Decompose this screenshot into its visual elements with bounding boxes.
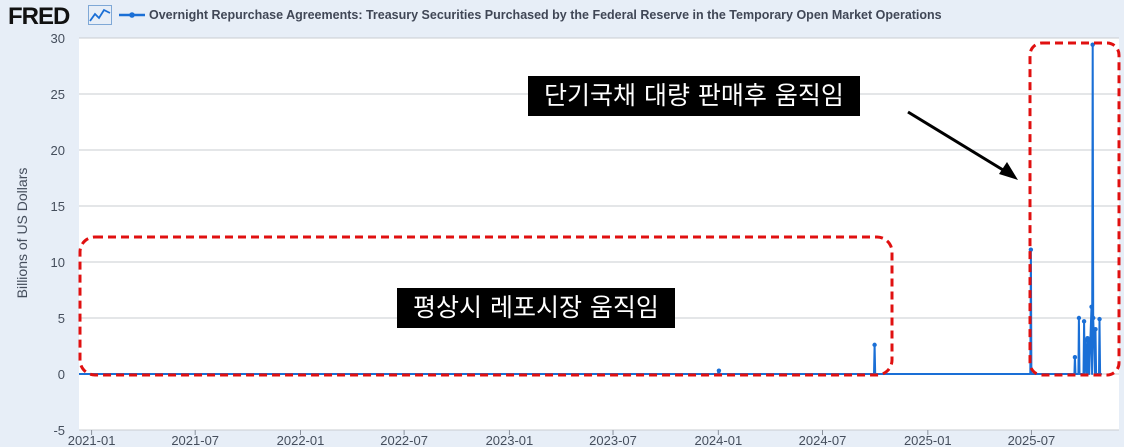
y-tick-label: -5 [53, 423, 65, 438]
y-axis-ticks: -5 0 5 10 15 20 25 30 [51, 31, 65, 438]
x-tick-label: 2021-01 [68, 433, 116, 447]
data-point [1028, 247, 1034, 252]
data-point [872, 342, 877, 348]
x-tick-label: 2025-01 [904, 433, 952, 447]
arrow-head [999, 162, 1018, 180]
series-title: Overnight Repurchase Agreements: Treasur… [149, 8, 942, 22]
recent-period-box [1028, 41, 1121, 377]
annotation-arrow [907, 110, 1009, 175]
line-chart-icon [88, 5, 112, 25]
annotations [78, 41, 1121, 377]
data-point [1086, 338, 1091, 343]
y-tick-label: 5 [58, 311, 65, 326]
x-tick-label: 2025-07 [1008, 433, 1056, 447]
y-tick-label: 15 [51, 199, 65, 214]
normal-period-box [78, 235, 894, 377]
data-point [716, 368, 722, 373]
y-tick-label: 10 [51, 255, 65, 270]
data-point [1091, 315, 1096, 321]
x-tick-label: 2024-07 [799, 433, 847, 447]
x-tick-label: 2023-01 [486, 433, 534, 447]
normal-movement-label: 평상시 레포시장 움직임 [397, 288, 675, 328]
x-axis-ticks: 2021-01 2021-07 2022-01 2022-07 2023-01 2023-… [68, 430, 1056, 447]
x-tick-label: 2021-07 [171, 433, 219, 447]
x-tick-label: 2023-07 [589, 433, 637, 447]
chart-header: FRED Overnight Repurchase Agreements: Tr… [0, 0, 1124, 32]
data-point [1089, 304, 1094, 309]
data-point [1090, 42, 1095, 47]
legend-series-marker [119, 12, 145, 18]
x-tick-label: 2022-01 [277, 433, 325, 447]
fred-logo[interactable]: FRED [8, 3, 70, 30]
data-point [1097, 316, 1102, 322]
data-point [1072, 355, 1078, 360]
data-point [1081, 319, 1087, 324]
recent-movement-label: 단기국채 대량 판매후 움직임 [528, 76, 860, 116]
y-tick-label: 0 [58, 367, 65, 382]
y-axis-label: Billions of US Dollars [14, 168, 30, 299]
data-point [1093, 327, 1098, 332]
y-tick-label: 20 [51, 143, 65, 158]
x-tick-label: 2024-01 [694, 433, 742, 447]
y-tick-label: 30 [51, 31, 65, 46]
data-point [1076, 315, 1082, 321]
y-tick-label: 25 [51, 87, 65, 102]
x-tick-label: 2022-07 [380, 433, 428, 447]
